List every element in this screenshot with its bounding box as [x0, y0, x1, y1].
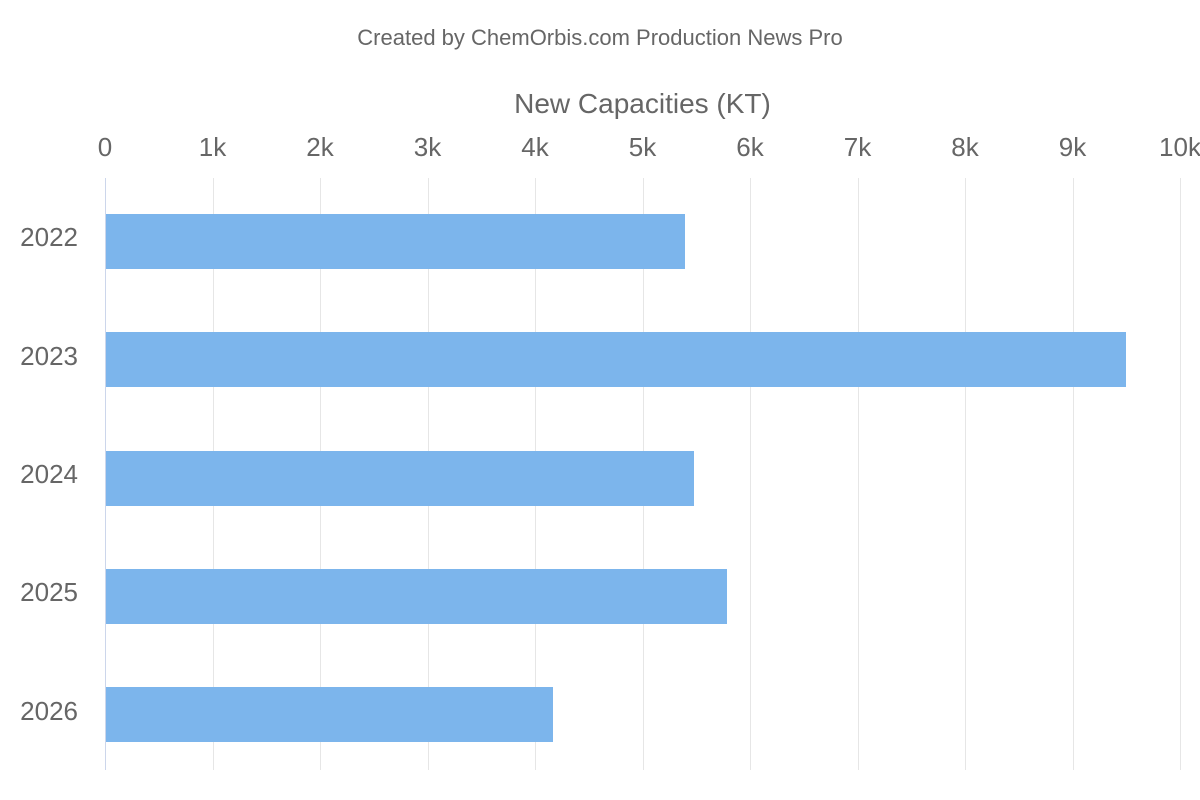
- y-category-label: 2022: [20, 222, 78, 252]
- x-gridline: [1180, 178, 1181, 770]
- bar-2025: [106, 569, 727, 624]
- bar-2026: [106, 687, 553, 742]
- y-category-label: 2024: [20, 459, 78, 489]
- y-category-label: 2025: [20, 577, 78, 607]
- x-tick-label: 6k: [736, 132, 764, 162]
- x-tick-label: 1k: [198, 132, 227, 162]
- x-gridline: [857, 178, 859, 770]
- x-gridline: [965, 178, 966, 770]
- x-tick-label: 3k: [413, 132, 442, 162]
- y-category-label: 2023: [20, 341, 78, 371]
- x-axis-title: New Capacities (KT): [514, 88, 771, 119]
- y-axis-line: [105, 178, 106, 770]
- x-tick-label: 9k: [1058, 132, 1087, 162]
- y-category-label: 2026: [20, 696, 78, 726]
- x-gridline: [750, 178, 751, 770]
- x-tick-label: 8k: [951, 132, 979, 162]
- x-tick-label: 0: [97, 132, 113, 162]
- x-gridline: [1072, 178, 1074, 770]
- x-tick-label: 5k: [628, 132, 657, 162]
- x-tick-label: 2k: [306, 132, 334, 162]
- bar-2024: [106, 451, 694, 506]
- plot-area: [105, 178, 1181, 770]
- bar-2023: [106, 332, 1126, 387]
- x-tick-label: 4k: [521, 132, 549, 162]
- x-tick-label: 7k: [843, 132, 872, 162]
- bar-2022: [106, 214, 685, 269]
- chart-credit: Created by ChemOrbis.com Production News…: [357, 25, 843, 50]
- x-tick-label: 10k: [1159, 132, 1200, 162]
